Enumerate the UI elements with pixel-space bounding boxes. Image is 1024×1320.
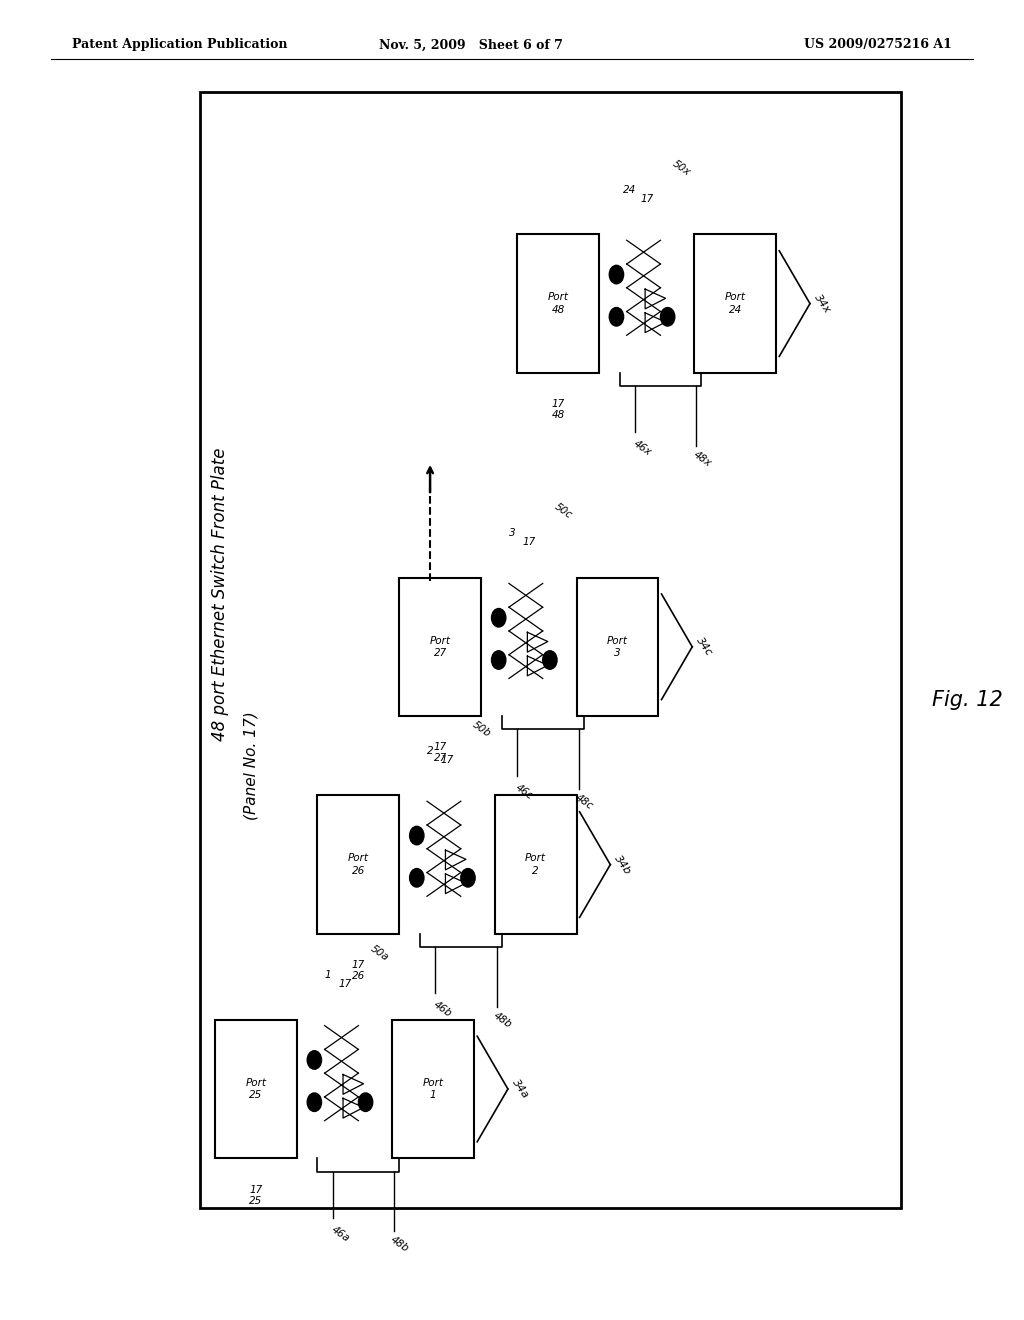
Text: Nov. 5, 2009   Sheet 6 of 7: Nov. 5, 2009 Sheet 6 of 7 xyxy=(379,38,563,51)
Circle shape xyxy=(358,1093,373,1111)
Text: 34c: 34c xyxy=(694,636,714,657)
Text: Port
24: Port 24 xyxy=(725,293,745,314)
Text: 17
48: 17 48 xyxy=(552,399,564,420)
Text: 50x: 50x xyxy=(671,158,692,177)
Text: 34x: 34x xyxy=(812,292,833,315)
Circle shape xyxy=(461,869,475,887)
Text: 17
27: 17 27 xyxy=(434,742,446,763)
Circle shape xyxy=(543,651,557,669)
Text: 46b: 46b xyxy=(432,1001,455,1019)
Bar xyxy=(215,1020,297,1159)
Circle shape xyxy=(609,265,624,284)
Circle shape xyxy=(410,826,424,845)
Circle shape xyxy=(609,308,624,326)
Text: Port
1: Port 1 xyxy=(423,1078,443,1100)
Text: Port
48: Port 48 xyxy=(548,293,568,314)
Text: 48x: 48x xyxy=(691,449,713,469)
Text: (Panel No. 17): (Panel No. 17) xyxy=(244,711,258,820)
Text: 3: 3 xyxy=(509,528,515,539)
Text: Port
2: Port 2 xyxy=(525,854,546,875)
Circle shape xyxy=(492,609,506,627)
Bar xyxy=(517,235,599,372)
Text: 17: 17 xyxy=(523,537,536,546)
Text: 2: 2 xyxy=(427,746,433,755)
Text: 46c: 46c xyxy=(514,781,536,801)
Text: 34a: 34a xyxy=(510,1077,530,1101)
Text: 48c: 48c xyxy=(573,792,595,812)
Bar xyxy=(399,578,481,715)
Text: Port
3: Port 3 xyxy=(607,636,628,657)
Text: Port
26: Port 26 xyxy=(348,854,369,875)
Text: 46x: 46x xyxy=(632,438,653,458)
Text: Port
25: Port 25 xyxy=(246,1078,266,1100)
Text: 50b: 50b xyxy=(471,719,494,739)
Text: 48b: 48b xyxy=(492,1011,514,1030)
Text: 48 port Ethernet Switch Front Plate: 48 port Ethernet Switch Front Plate xyxy=(211,447,229,741)
Text: 17: 17 xyxy=(339,979,351,990)
Text: 17: 17 xyxy=(441,755,454,766)
Bar xyxy=(694,235,776,372)
Bar xyxy=(392,1020,474,1159)
Bar xyxy=(577,578,658,715)
Bar xyxy=(200,92,901,1208)
Bar xyxy=(317,795,399,935)
Text: US 2009/0275216 A1: US 2009/0275216 A1 xyxy=(805,38,952,51)
Circle shape xyxy=(660,308,675,326)
Text: 50c: 50c xyxy=(553,502,574,520)
Text: 34b: 34b xyxy=(612,853,633,876)
Text: Fig. 12: Fig. 12 xyxy=(932,689,1002,710)
Text: 48b: 48b xyxy=(389,1236,412,1254)
Circle shape xyxy=(492,651,506,669)
Text: 17
26: 17 26 xyxy=(352,961,365,981)
Text: 24: 24 xyxy=(624,185,636,195)
Text: 50a: 50a xyxy=(369,944,390,964)
Text: 17: 17 xyxy=(641,194,653,205)
Text: Port
27: Port 27 xyxy=(430,636,451,657)
Text: 17
25: 17 25 xyxy=(250,1185,262,1205)
Bar xyxy=(495,795,577,935)
Text: 46a: 46a xyxy=(330,1225,351,1243)
Text: 1: 1 xyxy=(325,970,331,979)
Circle shape xyxy=(410,869,424,887)
Circle shape xyxy=(307,1093,322,1111)
Circle shape xyxy=(307,1051,322,1069)
Text: Patent Application Publication: Patent Application Publication xyxy=(72,38,287,51)
